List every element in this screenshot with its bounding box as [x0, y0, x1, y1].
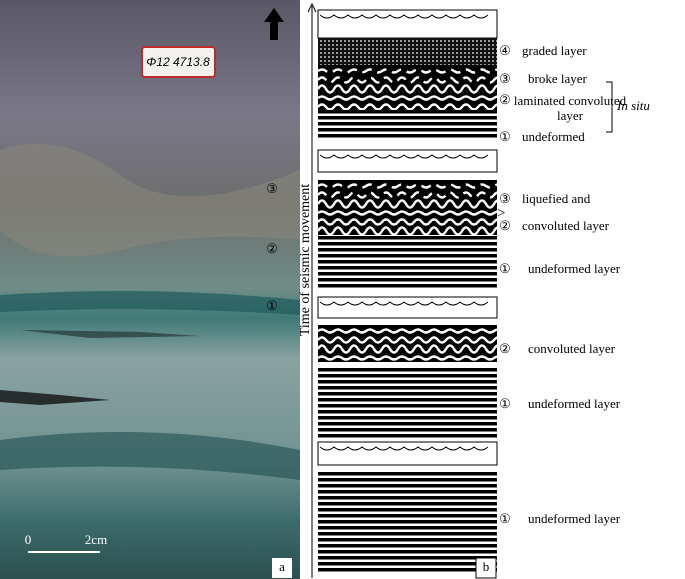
layer-number: ① — [499, 396, 511, 411]
undeformed-stripe — [318, 284, 497, 288]
undeformed-stripe — [318, 278, 497, 282]
panel-label: b — [483, 559, 490, 574]
core-photo: Φ12 4713.8 ③ ② ① 0 2cm a — [0, 0, 300, 579]
sample-tag-text: Φ12 4713.8 — [146, 55, 210, 69]
undeformed-stripe — [318, 260, 497, 264]
undeformed-stripe — [318, 520, 497, 524]
undeformed-stripe — [318, 544, 497, 548]
undeformed-stripe — [318, 254, 497, 258]
layer-number: ② — [499, 92, 511, 107]
undeformed-stripe — [318, 416, 497, 420]
figure: Φ12 4713.8 ③ ② ① 0 2cm a Time of seismic… — [0, 0, 685, 579]
undeformed-stripe — [318, 392, 497, 396]
undeformed-stripe — [318, 272, 497, 276]
layer-label: liquefied and — [522, 191, 591, 206]
undeformed-stripe — [318, 134, 497, 138]
undeformed-stripe — [318, 532, 497, 536]
undeformed-stripe — [318, 128, 497, 132]
marker: ③ — [266, 181, 278, 196]
undeformed-stripe — [318, 386, 497, 390]
layer-number: ① — [499, 511, 511, 526]
layer-cap — [318, 297, 497, 318]
layer-label: convoluted layer — [528, 341, 616, 356]
layer-cap — [318, 442, 497, 465]
layer-number: ③ — [499, 191, 511, 206]
undeformed-stripe — [318, 526, 497, 530]
undeformed-stripe — [318, 266, 497, 270]
undeformed-stripe — [318, 562, 497, 566]
undeformed-stripe — [318, 538, 497, 542]
layer-cap — [318, 150, 497, 172]
layer-number: ① — [499, 129, 511, 144]
undeformed-stripe — [318, 410, 497, 414]
undeformed-stripe — [318, 368, 497, 372]
layer-label: undeformed — [522, 129, 585, 144]
undeformed-stripe — [318, 236, 497, 240]
undeformed-stripe — [318, 568, 497, 572]
undeformed-stripe — [318, 428, 497, 432]
layer-label: broke layer — [528, 71, 588, 86]
undeformed-stripe — [318, 434, 497, 438]
undeformed-stripe — [318, 556, 497, 560]
layer-label-box: laminated convoluted layer — [512, 93, 628, 127]
layer-number: ③ — [499, 71, 511, 86]
graded-layer — [318, 38, 497, 65]
undeformed-stripe — [318, 380, 497, 384]
undeformed-stripe — [318, 508, 497, 512]
undeformed-stripe — [318, 110, 497, 114]
undeformed-stripe — [318, 242, 497, 246]
layer-cap — [318, 10, 497, 38]
undeformed-stripe — [318, 374, 497, 378]
layer-number: ① — [499, 261, 511, 276]
undeformed-stripe — [318, 514, 497, 518]
in-situ-label: In situ — [616, 98, 650, 113]
undeformed-stripe — [318, 550, 497, 554]
undeformed-stripe — [318, 398, 497, 402]
undeformed-stripe — [318, 116, 497, 120]
undeformed-stripe — [318, 248, 497, 252]
scale-end: 2cm — [85, 532, 107, 547]
layer-label: undeformed layer — [528, 396, 621, 411]
undeformed-stripe — [318, 472, 497, 476]
layer-label: convoluted layer — [522, 218, 610, 233]
layer-label: laminated convoluted layer — [512, 93, 628, 123]
layer-label: undeformed layer — [528, 511, 621, 526]
undeformed-stripe — [318, 404, 497, 408]
layer-number: ② — [499, 341, 511, 356]
undeformed-stripe — [318, 490, 497, 494]
axis-label: Time of seismic movement — [298, 184, 313, 336]
scale-start: 0 — [25, 532, 32, 547]
label-connector: > — [497, 205, 505, 221]
marker: ① — [266, 298, 278, 313]
marker: ② — [266, 241, 278, 256]
layer-number: ④ — [499, 43, 511, 58]
undeformed-stripe — [318, 478, 497, 482]
undeformed-stripe — [318, 484, 497, 488]
undeformed-stripe — [318, 496, 497, 500]
layer-label: undeformed layer — [528, 261, 621, 276]
rock-surface — [0, 0, 300, 579]
undeformed-stripe — [318, 122, 497, 126]
panel-label: a — [279, 559, 285, 574]
undeformed-stripe — [318, 422, 497, 426]
undeformed-stripe — [318, 502, 497, 506]
layer-label: graded layer — [522, 43, 587, 58]
